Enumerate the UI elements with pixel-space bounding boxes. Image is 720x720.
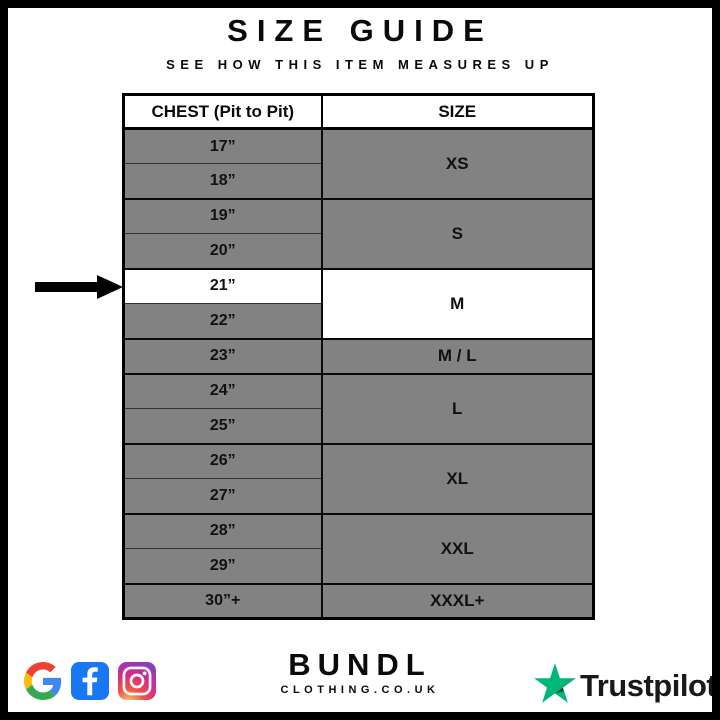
google-icon: [24, 662, 62, 700]
size-cell: S: [320, 197, 595, 270]
table-row: 18”: [122, 163, 594, 200]
size-cell: XL: [320, 442, 595, 515]
trustpilot-logo: Trustpilot: [534, 663, 717, 708]
arrow-head: [97, 275, 123, 299]
page-title: SIZE GUIDE: [227, 13, 493, 48]
instagram-icon: [118, 662, 156, 700]
chest-cell: 29”: [122, 548, 323, 585]
chest-cell: 24”: [122, 372, 323, 409]
size-cell: XXL: [320, 512, 595, 585]
chest-cell: 20”: [122, 233, 323, 270]
current-size-arrow-icon: [35, 275, 123, 299]
chest-cell: 30”+: [122, 582, 323, 620]
page-subtitle: SEE HOW THIS ITEM MEASURES UP: [166, 57, 554, 72]
facebook-icon: [71, 662, 109, 700]
brand-domain: CLOTHING.CO.UK: [280, 684, 440, 697]
table-row: 29”: [122, 548, 594, 585]
table-row: 25”: [122, 408, 594, 445]
trustpilot-wordmark: Trustpilot: [580, 667, 717, 703]
arrow-shaft: [35, 282, 97, 292]
table-row: 17” XS: [122, 127, 595, 200]
table-row: 27”: [122, 478, 594, 515]
brand-name: BUNDL: [288, 647, 432, 682]
table-row: 26” XL: [122, 442, 595, 515]
table-row: 19” S: [122, 197, 595, 270]
size-cell-highlighted: M: [320, 267, 595, 340]
brand-logo: BUNDL CLOTHING.CO.UK: [0, 647, 720, 697]
size-table: CHEST (Pit to Pit) SIZE 17” XS 18” 19” S…: [122, 93, 595, 620]
size-cell: L: [320, 372, 595, 445]
table-row-highlighted: 21” M: [122, 267, 595, 340]
chest-cell: 27”: [122, 478, 323, 515]
chest-cell: 28”: [122, 512, 323, 549]
chest-cell: 17”: [122, 127, 323, 164]
chest-cell: 22”: [122, 303, 323, 340]
chest-cell: 19”: [122, 197, 323, 234]
table-row: 28” XXL: [122, 512, 595, 585]
column-header-chest: CHEST (Pit to Pit): [122, 93, 323, 130]
table-header-row: CHEST (Pit to Pit) SIZE: [122, 93, 595, 130]
chest-cell: 23”: [122, 337, 323, 375]
table-row: 24” L: [122, 372, 595, 445]
table-row: 23” M / L: [122, 337, 595, 375]
chest-cell: 26”: [122, 442, 323, 479]
chest-cell: 18”: [122, 163, 323, 200]
social-icons: [24, 662, 156, 700]
size-cell: XS: [320, 127, 595, 200]
table-row: 30”+ XXXL+: [122, 582, 595, 620]
trustpilot-star-icon: [534, 663, 576, 708]
size-cell: M / L: [320, 337, 595, 375]
size-cell: XXXL+: [320, 582, 595, 620]
size-table-wrapper: CHEST (Pit to Pit) SIZE 17” XS 18” 19” S…: [122, 93, 595, 620]
column-header-size: SIZE: [320, 93, 595, 130]
chest-cell-highlighted: 21”: [122, 267, 323, 304]
table-row: 20”: [122, 233, 594, 270]
table-row: 22”: [122, 303, 594, 340]
chest-cell: 25”: [122, 408, 323, 445]
